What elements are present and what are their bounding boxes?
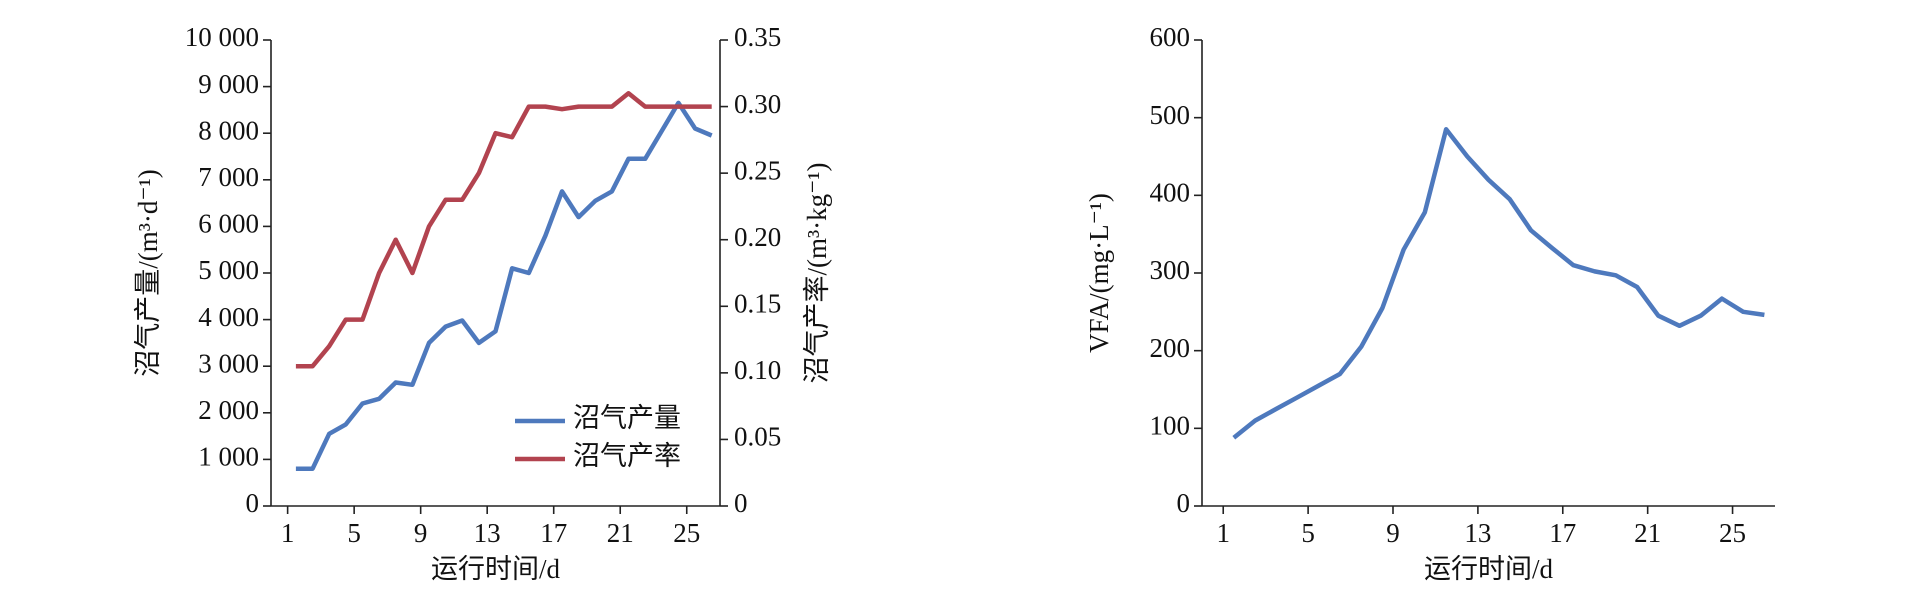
legend-label: 沼气产量 <box>573 403 681 433</box>
x-tick-label: 17 <box>1549 518 1576 548</box>
y-tick-label: 3 000 <box>198 348 259 378</box>
y2-tick-label: 0.25 <box>734 155 781 185</box>
y-tick-label: 10 000 <box>185 22 259 52</box>
y-tick-label: 8 000 <box>198 115 259 145</box>
y-tick-label: 4 000 <box>198 302 259 332</box>
y-tick-label: 5 000 <box>198 255 259 285</box>
y2-tick-label: 0.05 <box>734 422 781 452</box>
y-tick-label: 0 <box>1177 488 1191 518</box>
y-tick-label: 2 000 <box>198 395 259 425</box>
x-tick-label: 9 <box>414 518 428 548</box>
x-tick-label: 17 <box>540 518 567 548</box>
x-axis-label: 运行时间/d <box>1424 554 1554 584</box>
x-tick-label: 5 <box>347 518 361 548</box>
legend-label: 沼气产率 <box>573 441 681 471</box>
y-tick-label: 300 <box>1150 255 1191 285</box>
y2-tick-label: 0.35 <box>734 22 781 52</box>
x-tick-label: 5 <box>1301 518 1315 548</box>
y-tick-label: 7 000 <box>198 162 259 192</box>
y2-tick-label: 0 <box>734 488 748 518</box>
y2-tick-label: 0.30 <box>734 89 781 119</box>
x-tick-label: 21 <box>1634 518 1661 548</box>
y2-tick-label: 0.15 <box>734 288 781 318</box>
y-tick-label: 400 <box>1150 178 1191 208</box>
y-tick-label: 200 <box>1150 333 1191 363</box>
x-axis-label: 运行时间/d <box>431 554 561 584</box>
y-axis-label: VFA/(mg·L⁻¹) <box>1084 193 1114 353</box>
y-tick-label: 600 <box>1150 22 1191 52</box>
y2-axis-label: 沼气产率/(m³·kg⁻¹) <box>802 163 832 384</box>
x-tick-label: 1 <box>281 518 295 548</box>
x-tick-label: 9 <box>1386 518 1400 548</box>
y-axis-label: 沼气产量/(m³·d⁻¹) <box>133 169 163 376</box>
y2-tick-label: 0.10 <box>734 355 781 385</box>
x-tick-label: 25 <box>673 518 700 548</box>
y-tick-label: 500 <box>1150 100 1191 130</box>
y-tick-label: 9 000 <box>198 69 259 99</box>
y-tick-label: 1 000 <box>198 442 259 472</box>
line-series <box>295 100 713 471</box>
line-series <box>295 91 712 369</box>
y-tick-label: 6 000 <box>198 209 259 239</box>
x-tick-label: 13 <box>474 518 501 548</box>
x-tick-label: 13 <box>1464 518 1491 548</box>
line-series <box>1232 127 1765 440</box>
y2-tick-label: 0.20 <box>734 222 781 252</box>
x-tick-label: 21 <box>607 518 634 548</box>
x-tick-label: 1 <box>1216 518 1230 548</box>
x-tick-label: 25 <box>1719 518 1746 548</box>
y-tick-label: 100 <box>1150 411 1191 441</box>
y-tick-label: 0 <box>246 488 260 518</box>
